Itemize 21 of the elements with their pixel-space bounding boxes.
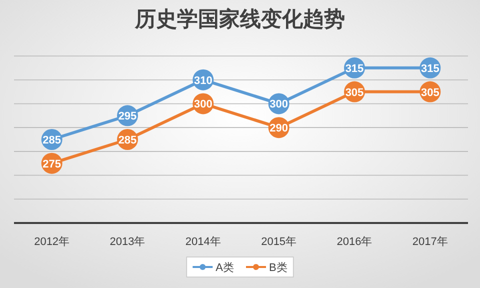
data-label: 285	[118, 134, 137, 146]
chart-title: 历史学国家线变化趋势	[134, 7, 345, 31]
x-tick-label: 2012年	[34, 236, 70, 248]
x-tick-label: 2016年	[336, 236, 372, 248]
data-label: 300	[270, 98, 288, 111]
data-label: 305	[420, 86, 440, 99]
data-label: 295	[118, 110, 137, 123]
legend-label: A类	[216, 261, 234, 274]
x-tick-label: 2013年	[110, 236, 146, 248]
x-tick-label: 2017年	[412, 236, 448, 248]
data-label: 285	[42, 134, 62, 146]
data-label: 310	[194, 74, 212, 87]
data-label: 305	[345, 86, 364, 99]
legend-label: B类	[269, 261, 288, 274]
x-tick-label: 2015年	[261, 236, 297, 248]
data-label: 315	[420, 62, 440, 75]
x-tick-label: 2014年	[185, 236, 221, 248]
data-label: 290	[270, 122, 288, 135]
data-label: 275	[42, 158, 62, 170]
data-label: 300	[194, 98, 212, 111]
data-label: 315	[345, 62, 364, 75]
